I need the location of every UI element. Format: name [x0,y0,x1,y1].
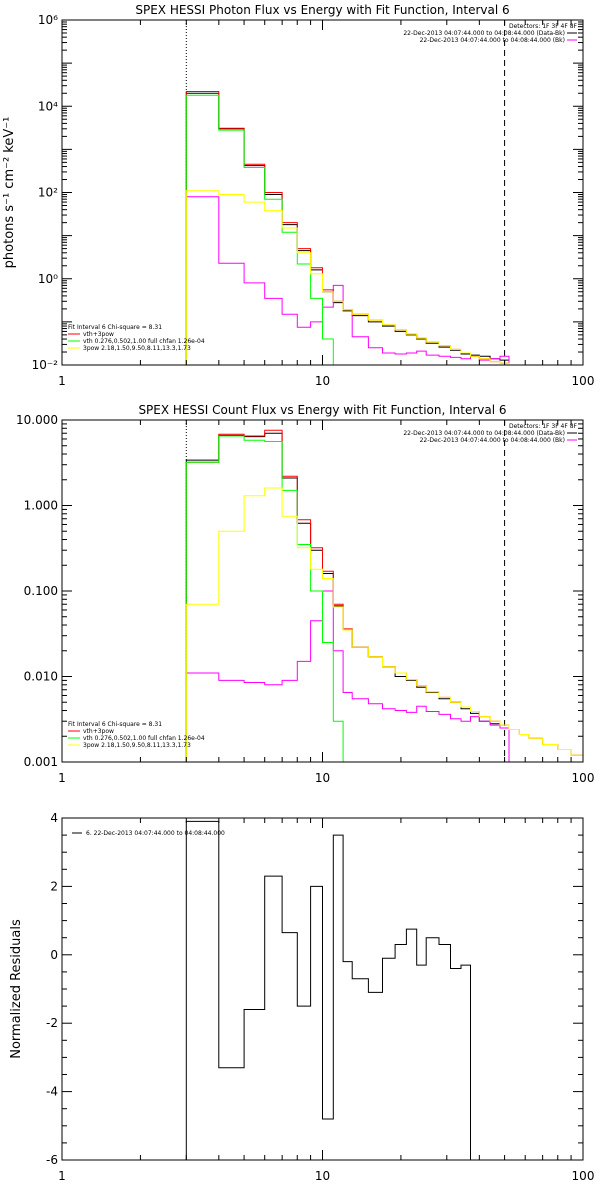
y-tick-label: -2 [46,1016,58,1030]
legend-label: 22-Dec-2013 04:07:44.000 to 04:08:44.000… [403,30,565,37]
series-group [185,91,530,365]
y-tick-label: 10⁰ [38,272,58,286]
legend-label: 22-Dec-2013 04:07:44.000 to 04:08:44.000… [420,437,565,444]
chart-title: SPEX HESSI Photon Flux vs Energy with Fi… [135,3,509,17]
x-tick-label: 100 [572,1169,595,1183]
y-tick-label: 1.000 [24,499,58,513]
series-bk [185,590,510,762]
series-data [185,432,510,762]
x-tick-label: 1 [58,771,66,785]
x-tick-label: 100 [572,771,595,785]
y-tick-label: -4 [46,1085,58,1099]
series-vth [185,94,353,365]
panel-1: SPEX HESSI Photon Flux vs Energy with Fi… [2,3,594,388]
legend-header: Fit Interval 6 Chi-square = 8.31 [68,721,162,728]
legend-label: vth+3pow [83,728,114,735]
y-tick-label: 10⁻² [32,358,59,372]
y-axis-label: Normalized Residuals [9,919,24,1059]
x-tick-label: 100 [572,374,595,388]
legend-label: vth 0.276,0.502,1.00 full chfan 1.26e-04 [83,735,205,742]
legend-label: 22-Dec-2013 04:07:44.000 to 04:08:44.000… [403,430,565,437]
panel-3: Normalized Residuals 1 10 100 -6 -4 -2 0 2 4 6. 22… [9,811,594,1183]
y-tick-label: 10.000 [16,413,58,427]
legend-header: Detectors: 1F 3F 4F 8F [509,423,578,430]
y-tick-label: 10² [38,186,58,200]
x-tick-label: 10 [315,771,330,785]
x-tick-label: 10 [315,374,330,388]
y-tick-label: 10⁴ [38,99,58,113]
series-group [185,429,583,762]
series-residuals [185,820,471,1160]
y-tick-label: 0.100 [24,584,58,598]
series-3pow [185,190,530,365]
legend-header: Detectors: 1F 3F 4F 8F [509,23,578,30]
legend-label: 3pow 2.18,1.50,9.50,8.11,13.3,1.73 [83,742,191,749]
legend-label: vth+3pow [83,331,114,338]
y-axis-label: photons s⁻¹ cm⁻² keV⁻¹ [2,117,17,269]
series-vth+3pow [185,91,530,365]
legend-label: 3pow 2.18,1.50,9.50,8.11,13.3,1.73 [83,345,191,352]
panel-2: SPEX HESSI Count Flux vs Energy with Fit… [16,403,594,785]
series-bk [185,196,510,365]
x-tick-label: 1 [58,374,66,388]
legend-header: Fit Interval 6 Chi-square = 8.31 [68,324,162,331]
series-vth+3pow [185,429,583,762]
series-data [185,92,510,365]
series-group [185,820,471,1160]
y-tick-label: 0.010 [24,670,58,684]
y-tick-label: 2 [50,879,58,893]
y-tick-label: 0 [50,948,58,962]
y-tick-label: 0.001 [24,755,58,769]
x-tick-label: 1 [58,1169,66,1183]
legend-label: vth 0.276,0.502,1.00 full chfan 1.26e-04 [83,338,205,345]
legend-label: 6. 22-Dec-2013 04:07:44.000 to 04:08:44.… [86,830,225,837]
series-3pow [185,487,583,762]
x-tick-label: 10 [315,1169,330,1183]
legend-label: 22-Dec-2013 04:07:44.000 to 04:08:44.000… [420,37,565,44]
y-tick-label: -6 [46,1153,58,1167]
y-tick-label: 10⁶ [38,13,58,27]
y-tick-label: 4 [50,811,58,825]
chart-title: SPEX HESSI Count Flux vs Energy with Fit… [138,403,506,417]
